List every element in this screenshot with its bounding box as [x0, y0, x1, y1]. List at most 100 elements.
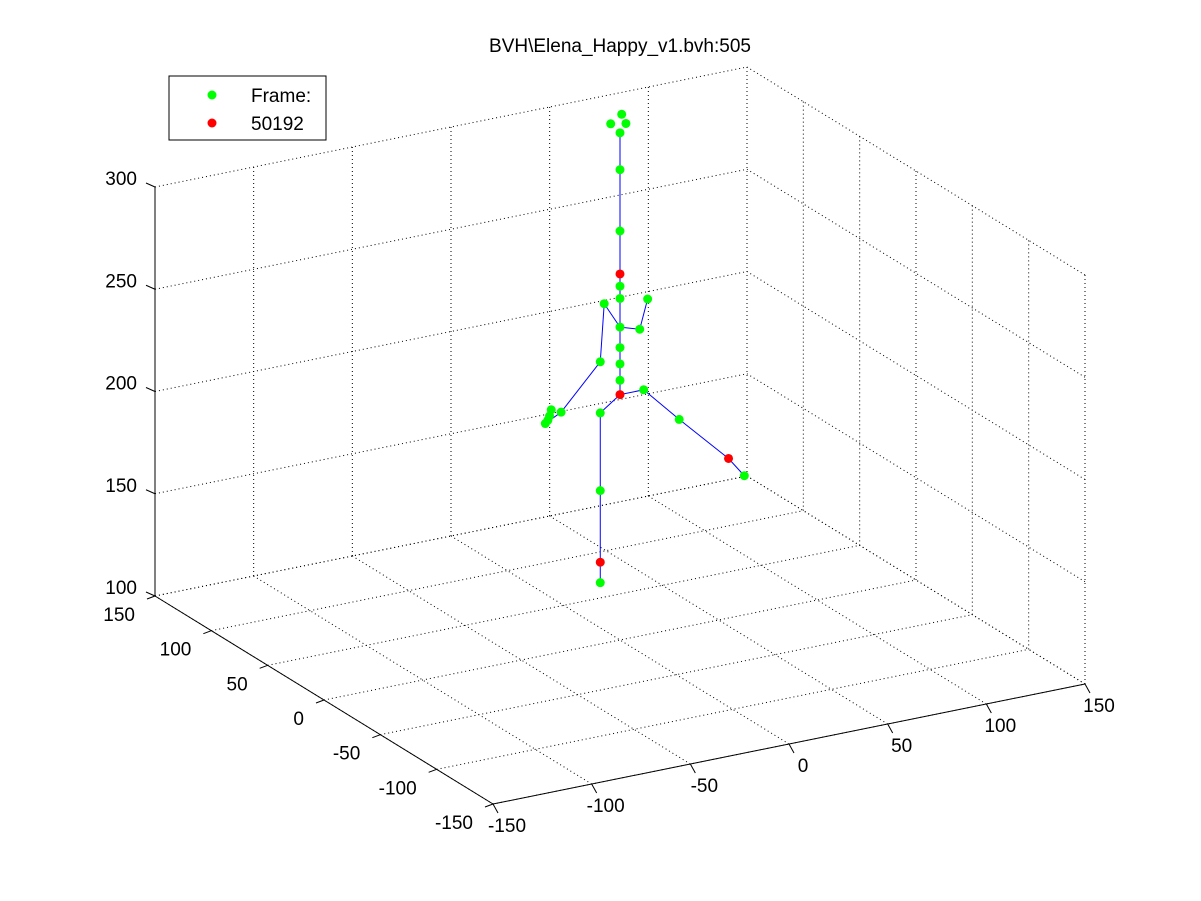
x-tick-label: -50 — [691, 776, 718, 797]
y-tick-mark — [428, 768, 437, 773]
skeleton-joints — [540, 109, 749, 588]
z-tick-label: 250 — [105, 271, 137, 292]
floor-grid-line — [267, 544, 860, 666]
bone — [678, 419, 729, 459]
bone — [599, 303, 605, 362]
joint-point — [617, 109, 627, 119]
joint-point — [615, 165, 625, 175]
z-tick-label: 100 — [105, 578, 137, 599]
y-tick-mark — [203, 630, 212, 635]
z-tick-mark — [145, 489, 156, 495]
floor-grid-line — [352, 555, 691, 765]
z-tick-mark — [145, 182, 156, 188]
x-tick-mark — [1084, 683, 1091, 694]
tick-labels: -150 -100 -50 0 50 100 150 -150 -100 -50 0 50 100 150… — [103, 169, 1115, 837]
back-wall-grid-line — [154, 373, 748, 495]
joint-point — [621, 118, 631, 128]
y-tick-mark — [259, 664, 268, 669]
right-wall-grid-line — [746, 373, 1086, 583]
joint-point — [615, 281, 625, 291]
y-tick-label: -150 — [435, 813, 473, 834]
y-tick-label: 100 — [160, 640, 192, 661]
joint-point — [595, 357, 605, 367]
x-tick-label: -150 — [488, 816, 526, 837]
joint-point — [615, 322, 625, 332]
y-tick-label: -50 — [333, 744, 360, 765]
y-tick-label: 0 — [293, 709, 304, 730]
back-wall-grid-line — [154, 271, 748, 392]
joint-point — [595, 578, 605, 588]
floor-grid-line — [323, 579, 917, 701]
joint-point — [615, 359, 625, 369]
z-tick-label: 150 — [105, 476, 137, 497]
skeleton-bones — [545, 132, 745, 583]
floor-grid-line — [211, 510, 804, 632]
z-tick-mark — [145, 591, 156, 597]
x-tick-mark — [985, 703, 992, 714]
joint-point — [615, 128, 625, 138]
floor-grid-line — [380, 614, 973, 736]
back-wall-grid-line — [154, 66, 748, 188]
joint-point — [599, 299, 609, 309]
bone — [639, 298, 649, 330]
x-tick-label: 50 — [891, 736, 912, 757]
x-tick-mark — [689, 763, 696, 774]
y-tick-mark — [315, 699, 325, 704]
legend-label-50192: 50192 — [251, 114, 304, 135]
joint-point — [639, 385, 649, 395]
floor-grid-line — [648, 495, 987, 705]
joint-point — [615, 293, 625, 303]
joint-point — [635, 324, 645, 334]
x-tick-mark — [492, 803, 499, 814]
x-tick-label: 100 — [984, 716, 1016, 737]
x-tick-mark — [591, 783, 598, 794]
joint-point — [546, 405, 556, 415]
x-tick-label: 150 — [1083, 696, 1115, 717]
x-tick-mark — [887, 723, 894, 734]
legend-box — [168, 75, 327, 141]
bone — [560, 361, 601, 413]
joint-point — [739, 471, 749, 481]
z-tick-mark — [145, 284, 156, 290]
x-tick-label: 0 — [798, 756, 809, 777]
z-tick-label: 200 — [105, 374, 137, 395]
z-tick-label: 300 — [105, 169, 137, 190]
joint-point-highlight — [615, 269, 625, 279]
bone — [643, 389, 680, 420]
joint-point-highlight — [595, 557, 605, 567]
joint-point — [595, 486, 605, 496]
y-tick-label: 150 — [103, 605, 135, 626]
joint-point — [595, 408, 605, 418]
y-tick-mark — [484, 803, 494, 808]
joint-point-highlight — [615, 390, 625, 400]
floor-grid-line — [450, 535, 790, 745]
bone — [603, 303, 621, 328]
axes — [145, 182, 1091, 814]
joint-point — [615, 226, 625, 236]
joint-point — [615, 343, 625, 353]
right-wall-grid-line — [746, 168, 1086, 378]
y-tick-label: -100 — [379, 778, 417, 799]
x-tick-label: -100 — [587, 796, 625, 817]
x-tick-mark — [788, 743, 795, 754]
back-wall-grid-line — [154, 168, 748, 290]
back-wall-grid-line — [154, 475, 748, 597]
z-tick-mark — [145, 387, 156, 392]
floor-grid-line — [436, 648, 1029, 770]
legend-marker-frame — [207, 90, 217, 100]
y-tick-label: 50 — [227, 674, 248, 695]
y-tick-mark — [146, 595, 156, 600]
joint-point — [643, 294, 653, 304]
joint-point — [674, 414, 684, 424]
joint-point — [556, 407, 566, 417]
joint-point-highlight — [724, 453, 734, 463]
joint-point — [606, 119, 616, 129]
chart-title: BVH\Elena_Happy_v1.bvh:505 — [489, 36, 751, 57]
y-tick-mark — [372, 734, 381, 739]
joint-point — [615, 375, 625, 385]
legend-label-frame: Frame: — [251, 86, 311, 107]
grid-lines — [154, 66, 1086, 805]
legend-marker-50192 — [207, 118, 217, 128]
legend: Frame: 50192 — [168, 75, 327, 141]
